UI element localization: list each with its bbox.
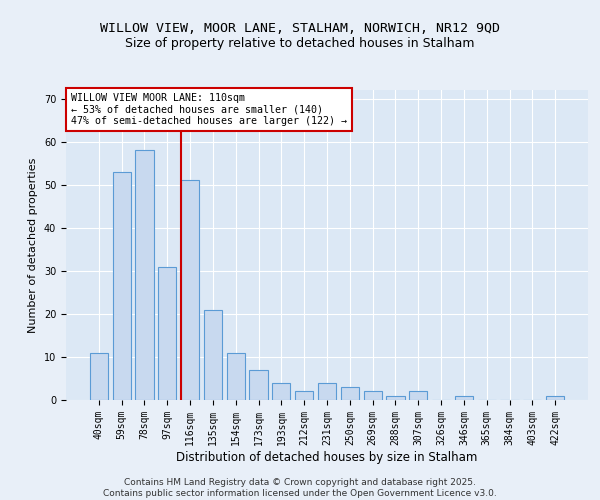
- Bar: [90, 352, 108, 400]
- Bar: [409, 392, 427, 400]
- Bar: [546, 396, 564, 400]
- Text: WILLOW VIEW, MOOR LANE, STALHAM, NORWICH, NR12 9QD: WILLOW VIEW, MOOR LANE, STALHAM, NORWICH…: [100, 22, 500, 36]
- Bar: [341, 387, 359, 400]
- Bar: [364, 392, 382, 400]
- Bar: [181, 180, 199, 400]
- Bar: [272, 383, 290, 400]
- Bar: [204, 310, 222, 400]
- Bar: [295, 392, 313, 400]
- Bar: [250, 370, 268, 400]
- Bar: [455, 396, 473, 400]
- Bar: [227, 352, 245, 400]
- Bar: [318, 383, 336, 400]
- X-axis label: Distribution of detached houses by size in Stalham: Distribution of detached houses by size …: [176, 450, 478, 464]
- Text: Size of property relative to detached houses in Stalham: Size of property relative to detached ho…: [125, 38, 475, 51]
- Bar: [386, 396, 404, 400]
- Y-axis label: Number of detached properties: Number of detached properties: [28, 158, 38, 332]
- Bar: [136, 150, 154, 400]
- Text: WILLOW VIEW MOOR LANE: 110sqm
← 53% of detached houses are smaller (140)
47% of : WILLOW VIEW MOOR LANE: 110sqm ← 53% of d…: [71, 93, 347, 126]
- Bar: [113, 172, 131, 400]
- Bar: [158, 266, 176, 400]
- Text: Contains HM Land Registry data © Crown copyright and database right 2025.
Contai: Contains HM Land Registry data © Crown c…: [103, 478, 497, 498]
